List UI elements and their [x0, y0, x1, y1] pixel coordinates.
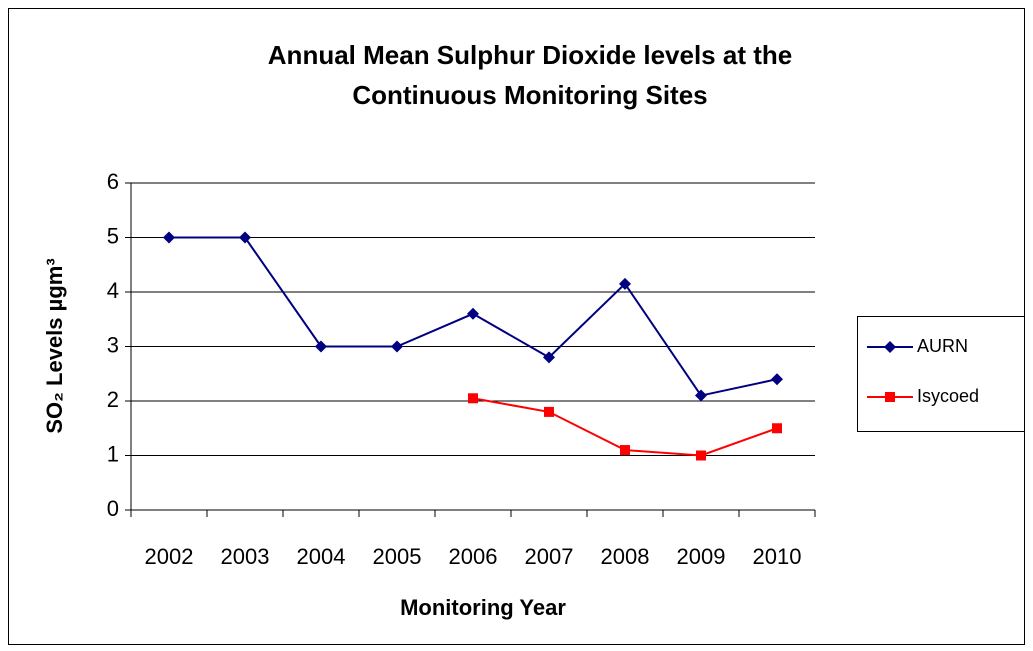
legend-marker [885, 392, 895, 402]
y-axis-label: SO₂ Levels µgm³ [42, 258, 67, 433]
x-tick-label: 2005 [373, 544, 422, 569]
data-point [467, 307, 479, 320]
data-point [239, 231, 251, 244]
data-point [543, 351, 555, 364]
data-point [620, 445, 630, 456]
chart-title: Continuous Monitoring Sites [352, 80, 707, 110]
y-tick-label: 2 [107, 387, 119, 412]
y-tick-label: 3 [107, 332, 119, 357]
legend-label: Isycoed [917, 386, 979, 406]
x-tick-label: 2002 [145, 544, 194, 569]
data-point [771, 373, 783, 386]
y-tick-label: 6 [107, 169, 119, 194]
data-point [391, 340, 403, 353]
x-tick-label: 2003 [221, 544, 270, 569]
x-tick-label: 2007 [525, 544, 574, 569]
x-axis-label: Monitoring Year [400, 595, 566, 620]
x-tick-label: 2008 [601, 544, 650, 569]
data-point [695, 389, 707, 402]
data-point [696, 450, 706, 461]
data-point [163, 231, 175, 244]
y-tick-label: 1 [107, 441, 119, 466]
y-tick-label: 5 [107, 223, 119, 248]
legend [857, 316, 1025, 432]
x-tick-label: 2010 [753, 544, 802, 569]
legend-label: AURN [917, 336, 968, 356]
x-tick-label: 2006 [449, 544, 498, 569]
legend-marker [884, 341, 896, 353]
chart-border [8, 8, 1025, 645]
x-tick-label: 2004 [297, 544, 346, 569]
y-tick-label: 4 [107, 278, 119, 303]
x-tick-label: 2009 [677, 544, 726, 569]
data-point [772, 423, 782, 434]
data-point [619, 277, 631, 290]
chart-title: Annual Mean Sulphur Dioxide levels at th… [268, 40, 792, 70]
data-point [468, 393, 478, 404]
y-tick-label: 0 [107, 496, 119, 521]
data-point [544, 406, 554, 417]
data-point [315, 340, 327, 353]
